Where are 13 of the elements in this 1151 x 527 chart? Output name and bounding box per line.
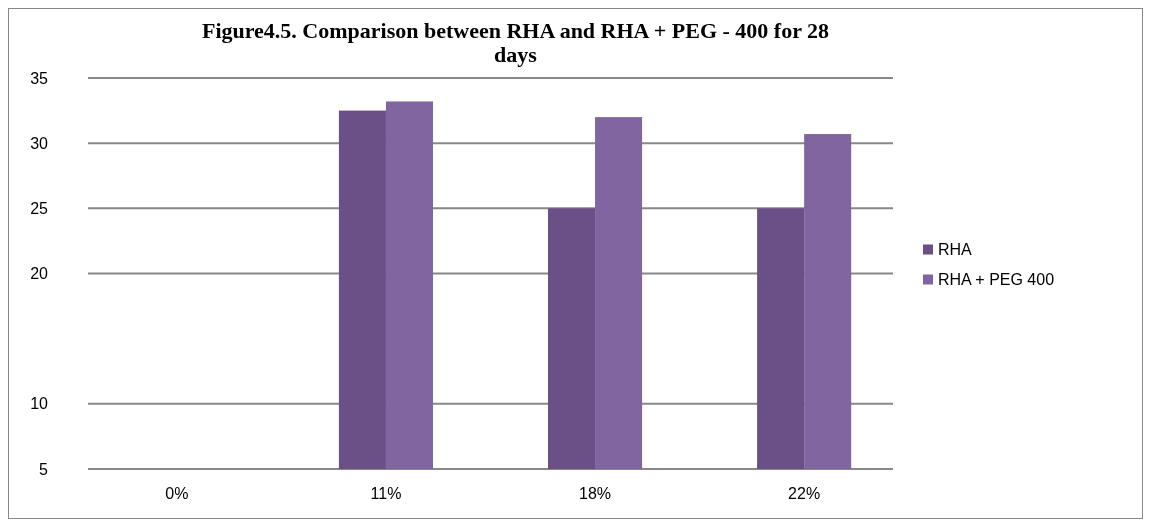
x-tick-label: 11% <box>370 485 402 502</box>
legend-label: RHA <box>938 241 973 259</box>
y-tick-label: 30 <box>30 134 49 152</box>
y-tick-label: 5 <box>39 460 49 478</box>
chart-title: Figure4.5. Comparison between RHA and RHA + PEG - 400 for 28 days <box>201 18 830 67</box>
legend-label: RHA + PEG 400 <box>938 271 1055 289</box>
y-tick-label: 25 <box>30 199 49 217</box>
x-tick-label: 0% <box>165 485 189 502</box>
x-tick-label: 18% <box>579 485 612 502</box>
y-tick-label: 10 <box>30 395 49 413</box>
x-tick-label: 22% <box>788 485 821 502</box>
y-tick-label: 20 <box>30 265 49 283</box>
y-tick-label: 35 <box>30 69 49 87</box>
